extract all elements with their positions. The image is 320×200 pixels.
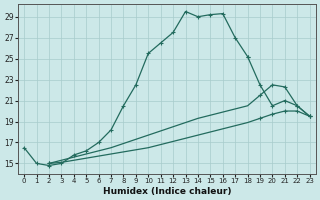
X-axis label: Humidex (Indice chaleur): Humidex (Indice chaleur) bbox=[103, 187, 231, 196]
